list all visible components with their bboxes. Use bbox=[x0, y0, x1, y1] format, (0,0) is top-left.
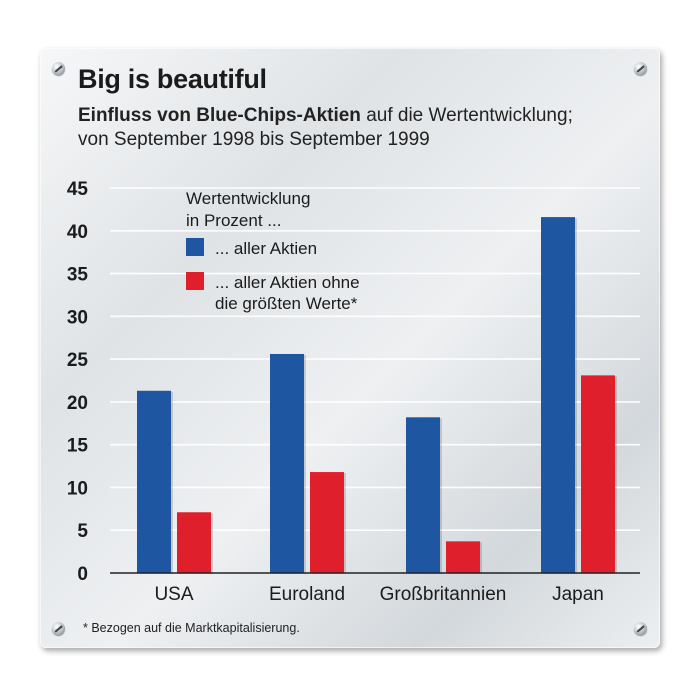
bar-without-largest bbox=[177, 512, 211, 573]
subtitle-rest: auf die Wertentwicklung; bbox=[360, 105, 573, 126]
screw-top-left-icon bbox=[52, 62, 65, 75]
chart-subtitle: Einfluss von Blue-Chips-Aktien auf die W… bbox=[78, 104, 658, 152]
bar-all-stocks bbox=[137, 390, 171, 573]
y-tick-label: 45 bbox=[67, 179, 89, 200]
x-category-label: Japan bbox=[552, 584, 604, 605]
bar-all-stocks bbox=[541, 217, 575, 574]
screw-bottom-right-icon bbox=[634, 622, 647, 635]
y-tick-label: 30 bbox=[67, 307, 88, 328]
y-tick-label: 40 bbox=[67, 222, 88, 243]
y-tick-label: 25 bbox=[67, 350, 89, 371]
bar-without-largest bbox=[310, 472, 344, 573]
legend-label-without-largest: die größten Werte* bbox=[215, 294, 358, 313]
legend-title-line: Wertentwicklung bbox=[186, 189, 310, 208]
footnote: * Bezogen auf die Marktkapitalisierung. bbox=[83, 621, 300, 635]
x-category-label: USA bbox=[154, 584, 193, 605]
bar-all-stocks bbox=[406, 417, 440, 573]
y-tick-label: 15 bbox=[67, 436, 89, 457]
subtitle-bold: Einfluss von Blue-Chips-Aktien bbox=[78, 105, 361, 126]
y-tick-label: 20 bbox=[67, 393, 88, 414]
y-tick-label: 35 bbox=[67, 265, 89, 286]
legend-swatch-all-stocks bbox=[186, 238, 204, 256]
chart-title: Big is beautiful bbox=[78, 64, 267, 94]
bar-without-largest bbox=[581, 375, 615, 573]
legend-swatch-without-largest bbox=[186, 272, 204, 290]
screw-top-right-icon bbox=[634, 62, 647, 75]
x-category-label: Großbritannien bbox=[380, 584, 507, 605]
x-category-label: Euroland bbox=[269, 584, 345, 605]
subtitle-line2: von September 1998 bis September 1999 bbox=[78, 129, 430, 150]
legend-title-line: in Prozent ... bbox=[186, 211, 281, 230]
y-tick-label: 5 bbox=[77, 521, 88, 542]
y-tick-label: 0 bbox=[77, 564, 88, 585]
bar-without-largest bbox=[446, 541, 480, 573]
legend-label-without-largest: ... aller Aktien ohne bbox=[215, 273, 360, 292]
screw-bottom-left-icon bbox=[52, 622, 65, 635]
bar-all-stocks bbox=[270, 353, 304, 573]
y-tick-label: 10 bbox=[67, 478, 88, 499]
legend-label-all-stocks: ... aller Aktien bbox=[215, 239, 317, 258]
